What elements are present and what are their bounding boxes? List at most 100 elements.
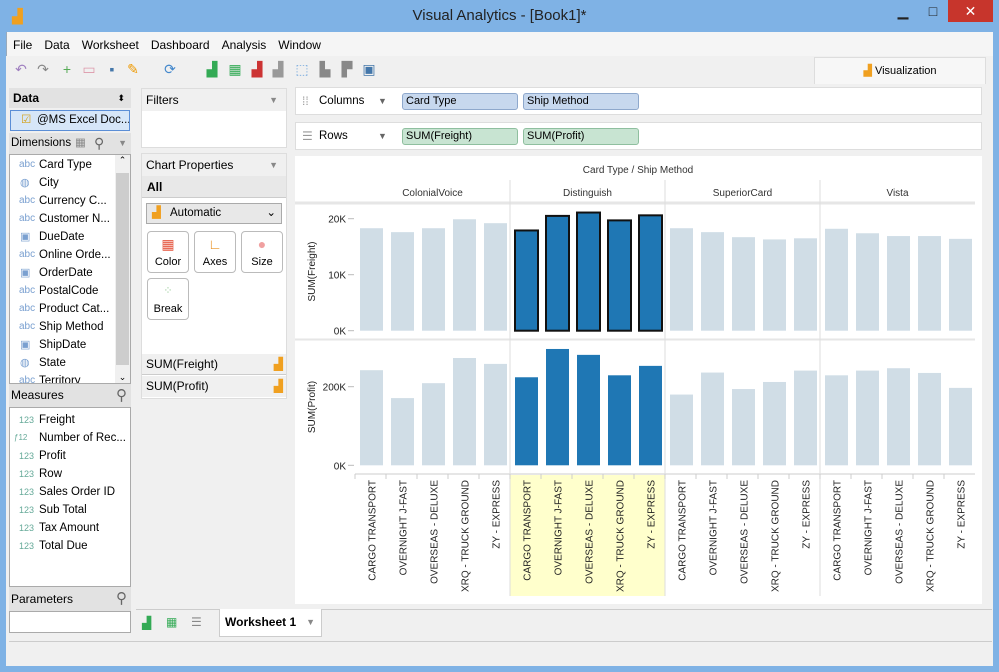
- tab-worksheet-1[interactable]: Worksheet 1 ▼: [219, 609, 322, 637]
- dropdown-icon[interactable]: ▼: [378, 96, 387, 106]
- show-me-icon[interactable]: ▣: [362, 61, 376, 77]
- bar: [607, 219, 632, 332]
- field-item[interactable]: abc Territory: [10, 372, 115, 383]
- measure-freight[interactable]: SUM(Freight) ▟: [142, 354, 286, 375]
- open-icon[interactable]: ▭: [82, 61, 96, 77]
- dropdown-icon[interactable]: ▼: [269, 95, 278, 105]
- sheet-list-icon[interactable]: ☰: [191, 615, 202, 629]
- tab-all[interactable]: All: [147, 180, 163, 194]
- axes-button[interactable]: ∟ Axes: [194, 231, 236, 273]
- search-icon[interactable]: ⚲: [94, 135, 105, 151]
- pill-sum-freight[interactable]: SUM(Freight): [402, 128, 518, 145]
- undo-icon[interactable]: ↶: [15, 61, 27, 77]
- size-button[interactable]: ● Size: [241, 231, 283, 273]
- table-icon[interactable]: ▦: [75, 137, 86, 149]
- connect-icon[interactable]: ✎: [127, 61, 139, 77]
- delete-chart-icon[interactable]: ▟: [251, 61, 263, 77]
- visualization-tab[interactable]: ▟ Visualization: [814, 57, 986, 84]
- new-worksheet-icon[interactable]: ▟: [142, 616, 152, 630]
- field-item[interactable]: ▣ DueDate: [10, 228, 115, 246]
- x-tick-label: OVERNIGHT J-FAST: [864, 480, 875, 575]
- save-icon[interactable]: ▪: [109, 61, 115, 77]
- refresh-icon[interactable]: ⟳: [164, 61, 176, 77]
- field-item[interactable]: 123 Row: [10, 465, 130, 483]
- rows-shelf[interactable]: ☰ Rows ▼ SUM(Freight) SUM(Profit): [295, 122, 982, 150]
- field-item[interactable]: abc Ship Method: [10, 318, 115, 336]
- field-item[interactable]: abc Online Orde...: [10, 246, 115, 264]
- new-dashboard-icon[interactable]: ▦: [228, 61, 242, 77]
- field-item[interactable]: 123 Tax Amount: [10, 519, 130, 537]
- field-item[interactable]: abc PostalCode: [10, 282, 115, 300]
- break-button[interactable]: ⁘ Break: [147, 278, 189, 320]
- lasso-icon[interactable]: ⬚: [295, 61, 309, 77]
- field-item[interactable]: ▣ ShipDate: [10, 336, 115, 354]
- close-button[interactable]: ✕: [948, 0, 993, 22]
- color-button[interactable]: ▦ Color: [147, 231, 189, 273]
- data-panel: Data ⬍ ☑ @MS Excel Doc... Dimensions ▦ ⚲ ▼ ab…: [9, 88, 131, 642]
- mark-type-select[interactable]: ▟ Automatic ⌄: [146, 203, 282, 224]
- field-item[interactable]: abc Product Cat...: [10, 300, 115, 318]
- menu-analysis[interactable]: Analysis: [221, 38, 267, 52]
- measure-profit[interactable]: SUM(Profit) ▟: [142, 376, 286, 397]
- menu-file[interactable]: File: [13, 38, 33, 52]
- pill-sum-profit[interactable]: SUM(Profit): [523, 128, 639, 145]
- search-icon[interactable]: ⚲: [116, 387, 127, 404]
- field-item[interactable]: abc Card Type: [10, 156, 115, 174]
- data-source[interactable]: ☑ @MS Excel Doc...: [10, 110, 130, 131]
- minimize-button[interactable]: ▁: [897, 3, 909, 19]
- field-item[interactable]: ◍ State: [10, 354, 115, 372]
- field-item[interactable]: ◍ City: [10, 174, 115, 192]
- bar: [794, 238, 817, 331]
- sort-desc-icon[interactable]: ▛: [341, 61, 353, 77]
- new-dashboard-icon[interactable]: ▦: [166, 615, 178, 629]
- axes-icon: ∟: [208, 236, 222, 252]
- field-item[interactable]: 123 Total Due: [10, 537, 130, 555]
- menu-window[interactable]: Window: [278, 38, 321, 52]
- columns-shelf[interactable]: ⁞⁞ Columns ▼ Card Type Ship Method: [295, 87, 982, 115]
- field-item[interactable]: 123 Profit: [10, 447, 130, 465]
- field-item[interactable]: ƒ12 Number of Rec...: [10, 429, 130, 447]
- redo-icon[interactable]: ↷: [37, 61, 49, 77]
- bar: [515, 377, 538, 466]
- size-icon: ●: [257, 236, 267, 252]
- dropdown-icon[interactable]: ▼: [378, 131, 387, 141]
- filters-panel[interactable]: Filters ▼: [141, 88, 287, 148]
- sort-icon[interactable]: ⬍: [117, 93, 125, 103]
- maximize-button[interactable]: □: [928, 3, 938, 19]
- x-tick-label: XRQ - TRUCK GROUND: [616, 480, 627, 592]
- column-header: SuperiorCard: [713, 188, 772, 199]
- bar: [825, 228, 848, 331]
- search-icon[interactable]: ⚲: [116, 590, 127, 607]
- field-item[interactable]: 123 Sales Order ID: [10, 483, 130, 501]
- bar: [918, 372, 941, 466]
- menu-dashboard[interactable]: Dashboard: [150, 38, 210, 52]
- abc-icon: abc: [19, 285, 36, 296]
- column-header: ColonialVoice: [402, 188, 463, 199]
- bar: [514, 229, 539, 332]
- bar: [732, 389, 755, 466]
- menu-worksheet[interactable]: Worksheet: [81, 38, 139, 52]
- bar: [545, 214, 570, 332]
- dropdown-icon[interactable]: ▼: [306, 617, 315, 627]
- sort-asc-icon[interactable]: ▙: [319, 61, 331, 77]
- clear-chart-icon[interactable]: ▟: [272, 61, 284, 77]
- new-icon[interactable]: +: [62, 61, 72, 77]
- x-tick-label: ZY - EXPRESS: [647, 480, 658, 549]
- pill-card-type[interactable]: Card Type: [402, 93, 518, 110]
- columns-icon: ⁞⁞: [302, 94, 309, 108]
- scrollbar[interactable]: ⌃ ⌄: [115, 155, 130, 383]
- dropdown-icon[interactable]: ▼: [269, 160, 278, 170]
- field-item[interactable]: 123 Freight: [10, 411, 130, 429]
- field-item[interactable]: ▣ OrderDate: [10, 264, 115, 282]
- field-item[interactable]: 123 Sub Total: [10, 501, 130, 519]
- dropdown-icon[interactable]: ▼: [118, 138, 127, 148]
- field-item[interactable]: abc Customer N...: [10, 210, 115, 228]
- app-icon: ▟: [12, 8, 23, 24]
- menu-data[interactable]: Data: [44, 38, 70, 52]
- new-chart-icon[interactable]: ▟: [206, 61, 218, 77]
- field-item[interactable]: abc Currency C...: [10, 192, 115, 210]
- number-icon: 123: [19, 523, 35, 533]
- sheet-tabs-bar: ▟ ▦ ☰ Worksheet 1 ▼: [136, 609, 992, 637]
- title-bar: ▟ Visual Analytics - [Book1]* ▁ □ ✕: [0, 0, 999, 32]
- pill-ship-method[interactable]: Ship Method: [523, 93, 639, 110]
